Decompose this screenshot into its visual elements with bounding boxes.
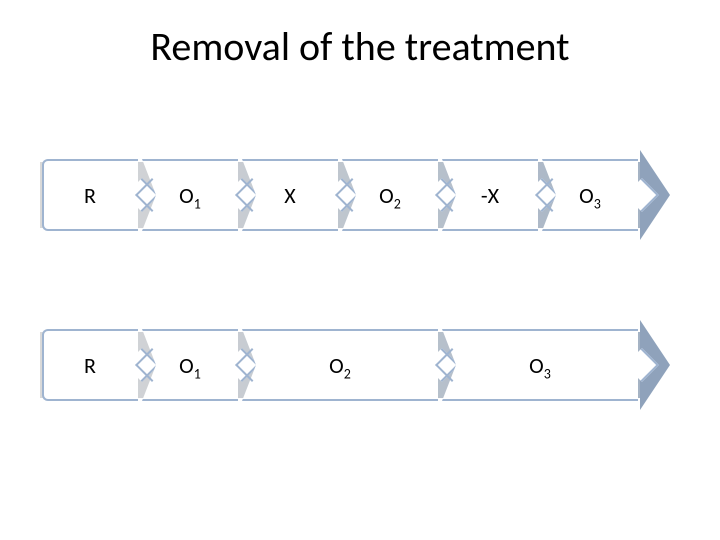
chevron-subscript: 3 bbox=[544, 365, 551, 382]
chevron-label: O2 bbox=[379, 182, 401, 209]
chevron-item: R bbox=[42, 159, 138, 231]
chevron-subscript: 3 bbox=[594, 195, 601, 212]
chevron-label: R bbox=[84, 352, 96, 379]
chevron-item: O2 bbox=[342, 159, 438, 231]
chevron-subscript: 2 bbox=[394, 195, 401, 212]
chevron-subscript: 2 bbox=[344, 365, 351, 382]
chevron-list: R O1 O2 O3 bbox=[42, 329, 638, 401]
chevron-item: X bbox=[242, 159, 338, 231]
chevron-label: -X bbox=[481, 182, 499, 209]
chevron-label: O3 bbox=[579, 182, 601, 209]
chevron-list: R O1 X O2 -X O3 bbox=[42, 159, 638, 231]
chevron-label: O2 bbox=[329, 352, 351, 379]
chevron-item: R bbox=[42, 329, 138, 401]
slide-title: Removal of the treatment bbox=[0, 22, 720, 71]
chevron-item: O3 bbox=[442, 329, 638, 401]
chevron-subscript: 1 bbox=[194, 365, 201, 382]
flow-row: R O1 X O2 -X O3 bbox=[40, 150, 680, 240]
flow-row: R O1 O2 O3 bbox=[40, 320, 680, 410]
chevron-item: O2 bbox=[242, 329, 438, 401]
chevron-label: X bbox=[284, 182, 295, 209]
chevron-item: O1 bbox=[142, 329, 238, 401]
chevron-label: O1 bbox=[179, 352, 201, 379]
chevron-item: -X bbox=[442, 159, 538, 231]
chevron-label: O3 bbox=[529, 352, 551, 379]
chevron-label: R bbox=[84, 182, 96, 209]
slide: Removal of the treatment R O1 X O2 -X O3 R O1 O2… bbox=[0, 0, 720, 540]
chevron-item: O1 bbox=[142, 159, 238, 231]
chevron-label: O1 bbox=[179, 182, 201, 209]
chevron-item: O3 bbox=[542, 159, 638, 231]
chevron-subscript: 1 bbox=[194, 195, 201, 212]
